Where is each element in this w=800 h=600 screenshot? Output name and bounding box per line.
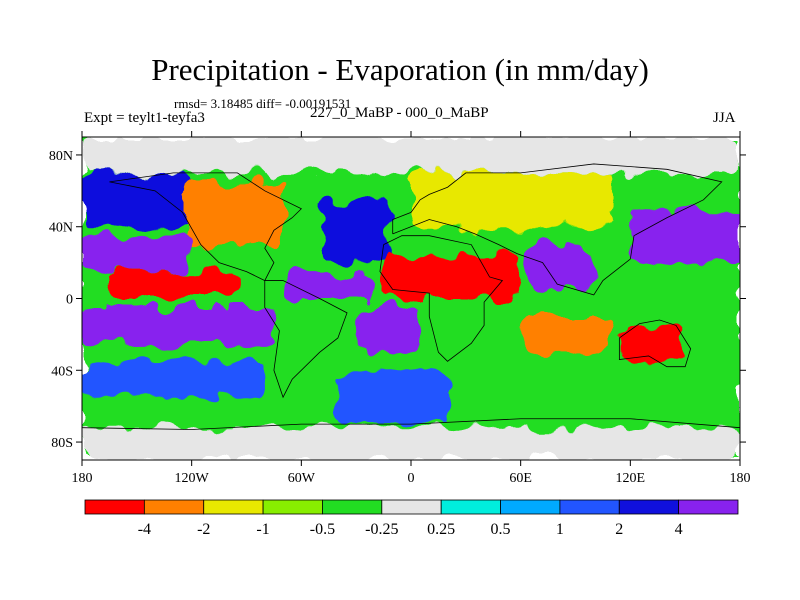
stats-label: rmsd= 3.18485 diff= -0.00191531 bbox=[174, 96, 352, 111]
colorbar-label: -1 bbox=[256, 521, 269, 538]
colorbar: -4 -2 -1 -0.5 -0.25 0.25 0.5 1 2 4 bbox=[84, 499, 739, 538]
x-tick-label: 0 bbox=[408, 471, 415, 486]
colorbar-label: 0.25 bbox=[427, 521, 455, 538]
colorbar-swatch bbox=[440, 499, 501, 515]
field-region-atlantic-wet bbox=[283, 271, 375, 299]
x-axis: 180 120W 60W 0 60E 120E 180 bbox=[72, 131, 751, 486]
field-region-southern-ocean-pacific bbox=[82, 361, 265, 398]
y-tick-label: 80N bbox=[49, 149, 73, 164]
x-tick-label: 180 bbox=[72, 471, 93, 486]
coastline-3 bbox=[392, 163, 723, 296]
coastline-4 bbox=[618, 319, 692, 368]
colorbar-swatch bbox=[143, 499, 205, 515]
map-title: Precipitation - Evaporation (in mm/day) bbox=[151, 52, 649, 87]
colorbar-swatch bbox=[203, 499, 264, 515]
x-tick-label: 120E bbox=[616, 471, 646, 486]
season-label: JJA bbox=[713, 110, 736, 126]
subtitle-label: 227_0_MaBP - 000_0_MaBP bbox=[310, 105, 489, 121]
y-tick-label: 40N bbox=[49, 221, 73, 236]
x-tick-label: 60E bbox=[509, 471, 532, 486]
y-tick-label: 0 bbox=[66, 293, 73, 308]
x-tick-label: 180 bbox=[730, 471, 751, 486]
field-region-east-pacific-south bbox=[82, 307, 274, 344]
colorbar-swatch bbox=[500, 499, 561, 515]
x-tick-label: 60W bbox=[288, 471, 316, 486]
coastline-1 bbox=[264, 280, 348, 399]
colorbar-label: -4 bbox=[138, 521, 151, 538]
field-region-southern-ocean-atlantic bbox=[337, 370, 448, 425]
y-tick-label: 40S bbox=[51, 364, 73, 379]
y-axis: 80N 40N 0 40S 80S bbox=[49, 149, 746, 451]
colorbar-label: 2 bbox=[615, 521, 623, 538]
colorbar-swatch bbox=[678, 499, 739, 515]
coastline-2 bbox=[379, 235, 504, 362]
field-region-pacific-north-band bbox=[82, 235, 192, 272]
field-region-north-pacific bbox=[82, 172, 192, 227]
precip-field bbox=[82, 137, 740, 460]
colorbar-label: -0.25 bbox=[365, 521, 398, 538]
field-region-north-america bbox=[182, 181, 284, 245]
field-region-india bbox=[529, 244, 594, 290]
field-region-africa-arabia bbox=[383, 253, 521, 299]
field-region-west-pacific-north bbox=[630, 208, 740, 263]
experiment-label: Expt = teylt1-teyfa3 bbox=[84, 110, 205, 126]
colorbar-label: 0.5 bbox=[491, 521, 511, 538]
coastline-5 bbox=[82, 418, 740, 430]
field-region-north-atlantic bbox=[319, 199, 393, 263]
colorbar-swatch bbox=[322, 499, 383, 515]
y-tick-label: 80S bbox=[51, 436, 73, 451]
coastlines bbox=[82, 163, 740, 430]
field-region-south-atlantic bbox=[356, 307, 421, 353]
x-tick-label: 120W bbox=[175, 471, 210, 486]
colorbar-swatch bbox=[381, 499, 442, 515]
field-region-eurasia bbox=[411, 172, 613, 227]
colorbar-label: 4 bbox=[675, 521, 683, 538]
colorbar-label: -2 bbox=[197, 521, 210, 538]
field-region-south-indian bbox=[520, 316, 613, 353]
field-region-australia bbox=[621, 325, 686, 362]
colorbar-swatch bbox=[84, 499, 145, 515]
colorbar-swatch bbox=[618, 499, 680, 515]
field-region-antarctic bbox=[82, 427, 740, 460]
field-region-pacific-dry-band bbox=[109, 271, 238, 299]
coastline-0 bbox=[109, 172, 303, 282]
colorbar-label: 1 bbox=[556, 521, 564, 538]
colorbar-swatch bbox=[559, 499, 620, 515]
colorbar-swatch bbox=[262, 499, 323, 515]
colorbar-label: -0.5 bbox=[310, 521, 335, 538]
field-region-arctic bbox=[82, 137, 740, 173]
